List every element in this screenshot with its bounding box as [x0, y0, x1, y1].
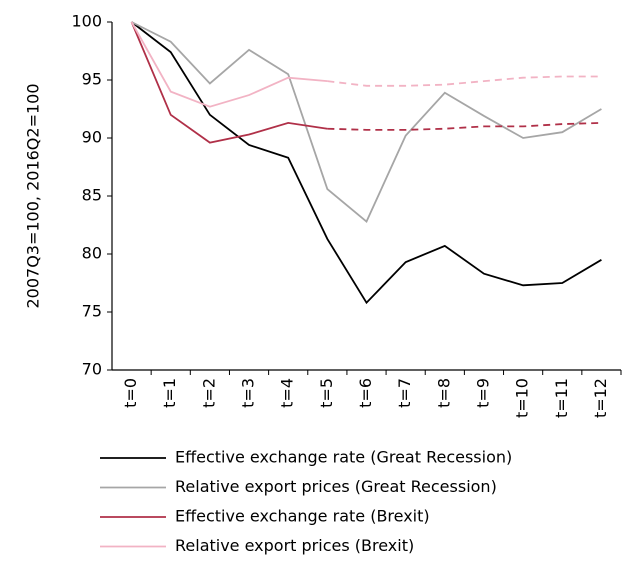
x-tick-label: t=1 [160, 378, 179, 408]
legend-label: Effective exchange rate (Great Recession… [175, 448, 512, 467]
x-tick-label: t=4 [278, 378, 297, 408]
series-line [130, 21, 328, 108]
x-tick-label: t=11 [552, 378, 571, 418]
y-axis-label: 2007Q3=100, 2016Q2=100 [24, 83, 43, 308]
x-tick-label: t=8 [434, 378, 453, 408]
y-tick-label: 75 [82, 302, 102, 321]
legend-label: Relative export prices (Great Recession) [175, 477, 497, 496]
x-tick-label: t=10 [513, 378, 532, 418]
x-tick-label: t=0 [121, 378, 140, 408]
y-tick-label: 95 [82, 70, 102, 89]
x-tick-label: t=9 [473, 378, 492, 408]
x-tick-label: t=5 [317, 378, 336, 408]
series-line [130, 21, 328, 144]
series-line [131, 21, 602, 223]
y-tick-label: 80 [82, 244, 102, 263]
x-tick-label: t=6 [356, 378, 375, 408]
series-line [327, 75, 602, 87]
y-tick-label: 100 [71, 12, 102, 31]
x-tick-label: t=12 [591, 378, 610, 418]
series-line [131, 21, 602, 305]
y-tick-label: 70 [82, 360, 102, 379]
x-tick-label: t=3 [239, 378, 258, 408]
y-tick-label: 90 [82, 128, 102, 147]
legend-label: Relative export prices (Brexit) [175, 536, 414, 555]
x-tick-label: t=7 [395, 378, 414, 408]
x-tick-label: t=2 [199, 378, 218, 408]
legend-label: Effective exchange rate (Brexit) [175, 507, 430, 526]
series-line [327, 122, 602, 131]
y-tick-label: 85 [82, 186, 102, 205]
